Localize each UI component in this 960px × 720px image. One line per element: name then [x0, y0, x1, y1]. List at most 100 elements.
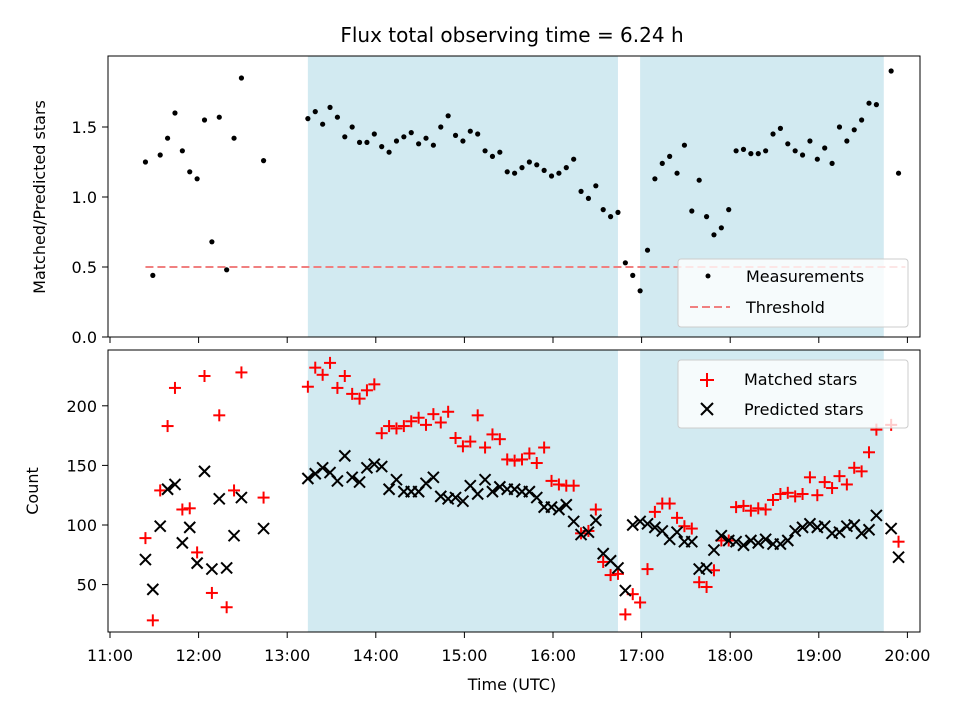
predicted-star-point: [582, 525, 595, 539]
bottom-y-tick-label: 100: [66, 516, 97, 535]
measurement-point: [859, 117, 865, 123]
matched-star-point: [693, 576, 706, 589]
predicted-star-point: [862, 523, 876, 536]
measurement-point: [681, 142, 688, 148]
x-tick-label: 19:00: [796, 646, 842, 665]
predicted-star-point: [227, 529, 241, 542]
predicted-star-point: [471, 487, 484, 501]
measurement-point: [452, 132, 459, 138]
matched-star-point: [205, 586, 218, 599]
predicted-star-point: [419, 477, 433, 490]
x-tick-label: 20:00: [884, 646, 930, 665]
predicted-star-point: [220, 561, 233, 575]
predicted-star-point: [368, 458, 381, 471]
measurement-point: [600, 207, 606, 213]
predicted-star-point: [619, 584, 632, 597]
matched-star-point: [309, 361, 322, 374]
matched-star-point: [737, 499, 750, 512]
measurement-point: [475, 131, 481, 137]
matched-star-point: [486, 428, 499, 441]
predicted-star-point: [523, 485, 536, 498]
bottom-y-tick-label: 50: [77, 576, 97, 595]
matched-star-point: [213, 409, 226, 422]
predicted-star-point: [478, 473, 492, 486]
matched-star-point: [759, 503, 772, 516]
top-y-tick-label: 1.0: [72, 188, 97, 207]
measurement-point: [652, 176, 658, 182]
measurement-point: [733, 148, 739, 154]
x-axis-label: Time (UTC): [467, 675, 556, 694]
predicted-star-point: [257, 522, 270, 535]
legend-predicted-marker: [700, 402, 714, 416]
measurement-point: [238, 75, 245, 81]
predicted-star-point: [626, 518, 639, 532]
measurement-point: [829, 160, 835, 166]
measurement-point: [748, 151, 754, 157]
chart-title: Flux total observing time = 6.24 h: [340, 23, 683, 47]
predicted-star-point: [530, 491, 543, 504]
predicted-star-point: [205, 562, 219, 576]
matched-star-point: [552, 478, 565, 491]
measurement-point: [777, 125, 784, 131]
matched-star-point: [397, 420, 410, 433]
measurement-point: [836, 124, 843, 130]
matched-star-point: [663, 497, 676, 510]
matched-star-point: [744, 504, 757, 517]
measurement-point: [770, 131, 776, 137]
measurement-point: [644, 247, 651, 253]
matched-star-point: [515, 453, 528, 466]
matched-star-point: [324, 356, 337, 369]
measurement-point: [430, 142, 436, 148]
measurement-point: [674, 170, 680, 176]
predicted-star-point: [390, 473, 403, 486]
x-tick-label: 13:00: [264, 646, 310, 665]
matched-star-point: [427, 408, 440, 421]
predicted-star-point: [198, 465, 211, 478]
matched-star-point: [375, 427, 388, 440]
predicted-star-point: [670, 525, 684, 539]
x-tick-label: 18:00: [707, 646, 753, 665]
measurement-point: [489, 153, 496, 159]
measurement-point: [888, 68, 894, 74]
measurement-point: [482, 148, 488, 154]
predicted-star-point: [707, 543, 721, 557]
legend-matched-marker: [700, 373, 714, 387]
measurement-point: [150, 272, 156, 278]
count-panel: 11:00 12:00 13:00 14:00 15:00 16:00 17:00 18:00…: [23, 349, 930, 694]
matched-star-point: [471, 409, 484, 422]
matched-star-point: [501, 453, 514, 466]
matched-star-point: [730, 501, 743, 514]
measurement-point: [689, 208, 695, 214]
bottom-y-ticks: 50 100 150 200: [66, 397, 108, 595]
x-tick-label: 15:00: [441, 646, 487, 665]
matched-star-point: [818, 476, 831, 489]
top-y-tick-label: 0.5: [72, 258, 97, 277]
measurement-point: [260, 158, 267, 164]
matched-star-point: [826, 482, 839, 495]
bottom-legend-box: [677, 359, 909, 429]
bottom-legend: Matched stars Predicted stars: [677, 359, 909, 429]
predicted-star-point: [560, 498, 573, 511]
measurement-point: [526, 159, 532, 165]
predicted-star-point: [427, 471, 440, 484]
measurement-point: [327, 104, 333, 110]
measurement-point: [172, 110, 178, 116]
matched-star-point: [368, 378, 381, 391]
predicted-star-point: [508, 483, 521, 496]
measurement-point: [342, 134, 348, 140]
matched-star-point: [383, 420, 396, 433]
legend-matched-label: Matched stars: [744, 370, 857, 389]
matched-star-point: [183, 502, 196, 515]
measurement-point: [504, 169, 510, 175]
predicted-star-point: [788, 524, 802, 538]
measurement-point: [512, 170, 518, 176]
measurement-point: [578, 188, 584, 194]
measurement-point: [497, 149, 503, 155]
measurements-series: [142, 68, 902, 294]
measurement-point: [726, 207, 732, 213]
predicted-star-point: [375, 460, 388, 473]
measurement-point: [571, 156, 577, 162]
measurement-point: [703, 214, 710, 220]
top-y-axis-label: Matched/Predicted stars: [30, 100, 49, 294]
measurement-point: [792, 148, 798, 154]
